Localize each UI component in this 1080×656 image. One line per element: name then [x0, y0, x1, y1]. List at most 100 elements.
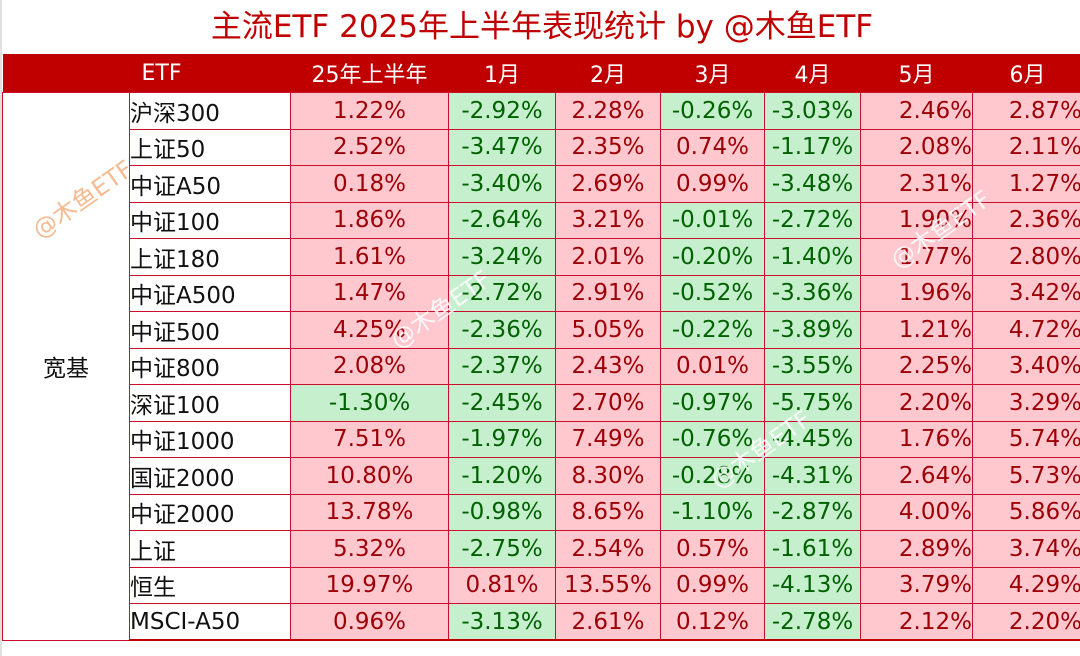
month-return-cell: 2.54%: [555, 530, 661, 568]
month-return-cell: 1.21%: [860, 311, 973, 349]
month-return-cell: -1.61%: [764, 530, 861, 568]
h1-return-cell: 10.80%: [290, 457, 449, 495]
header-feb: 2月: [555, 54, 661, 93]
month-return-cell: -1.10%: [660, 493, 765, 531]
month-return-cell: -2.45%: [448, 384, 556, 422]
table-row: 中证2000 13.78% -0.98% 8.65% -1.10% -2.87% 4.00%…: [3, 493, 1080, 531]
etf-name: 国证2000: [129, 457, 291, 495]
month-return-cell: 8.30%: [555, 457, 661, 495]
month-return-cell: -3.47%: [448, 128, 556, 166]
h1-return-cell: 13.78%: [290, 493, 449, 531]
h1-return-cell: -1.30%: [290, 384, 449, 422]
header-row: ETF 25年上半年 1月 2月 3月 4月 5月 6月: [2, 54, 1080, 93]
table-row: 中证1000 7.51% -1.97% 7.49% -0.76% -4.45% 1.76% 5…: [3, 420, 1080, 458]
month-return-cell: 2.20%: [860, 384, 973, 422]
month-return-cell: 1.77%: [860, 238, 973, 276]
month-return-cell: 2.35%: [555, 128, 661, 166]
etf-name: 恒生: [129, 566, 291, 604]
month-return-cell: -4.45%: [764, 420, 861, 458]
table-row: 中证A500 1.47% -2.72% 2.91% -0.52% -3.36% 1.96% 3…: [3, 274, 1080, 312]
month-return-cell: 2.28%: [555, 92, 661, 130]
month-return-cell: -2.37%: [448, 347, 556, 385]
month-return-cell: 2.61%: [555, 603, 661, 641]
h1-return-cell: 4.25%: [290, 311, 449, 349]
etf-name: 中证1000: [129, 420, 291, 458]
month-return-cell: -4.13%: [764, 566, 861, 604]
header-mar: 3月: [660, 54, 765, 93]
table-row: 中证500 4.25% -2.36% 5.05% -0.22% -3.89% 1.21% 4.…: [3, 311, 1080, 349]
header-jan: 1月: [448, 54, 556, 93]
table-row: 中证800 2.08% -2.37% 2.43% 0.01% -3.55% 2.25% 3.4…: [3, 347, 1080, 385]
h1-return-cell: 1.61%: [290, 238, 449, 276]
category-label: 宽基: [2, 92, 130, 641]
etf-name: 上证: [129, 530, 291, 568]
table-row: MSCI-A50 0.96% -3.13% 2.61% 0.12% -2.78% 2.12%…: [3, 603, 1080, 641]
month-return-cell: -2.75%: [448, 530, 556, 568]
h1-return-cell: 7.51%: [290, 420, 449, 458]
h1-return-cell: 2.52%: [290, 128, 449, 166]
month-return-cell: 0.74%: [660, 128, 765, 166]
table-row: 上证180 1.61% -3.24% 2.01% -0.20% -1.40% 1.77% 2.…: [3, 238, 1080, 276]
month-return-cell: 4.00%: [860, 493, 973, 531]
etf-name: MSCI-A50: [129, 603, 291, 641]
month-return-cell: 2.12%: [860, 603, 973, 641]
etf-name: 上证180: [129, 238, 291, 276]
month-return-cell: -2.92%: [448, 92, 556, 130]
month-return-cell: 2.46%: [860, 92, 973, 130]
month-return-cell: -1.40%: [764, 238, 861, 276]
month-return-cell: -3.24%: [448, 238, 556, 276]
month-return-cell: 5.74%: [972, 420, 1080, 458]
month-return-cell: 2.31%: [860, 165, 973, 203]
h1-return-cell: 5.32%: [290, 530, 449, 568]
month-return-cell: 2.64%: [860, 457, 973, 495]
month-return-cell: -0.76%: [660, 420, 765, 458]
month-return-cell: -0.20%: [660, 238, 765, 276]
etf-name: 中证800: [129, 347, 291, 385]
month-return-cell: 3.74%: [972, 530, 1080, 568]
table-row: 国证2000 10.80% -1.20% 8.30% -0.28% -4.31% 2.64%…: [3, 457, 1080, 495]
month-return-cell: 7.49%: [555, 420, 661, 458]
header-etf: ETF: [2, 54, 291, 93]
month-return-cell: 1.96%: [860, 274, 973, 312]
etf-name: 中证100: [129, 201, 291, 239]
month-return-cell: -2.72%: [764, 201, 861, 239]
month-return-cell: -0.22%: [660, 311, 765, 349]
month-return-cell: 0.57%: [660, 530, 765, 568]
h1-return-cell: 0.96%: [290, 603, 449, 641]
etf-name: 中证A500: [129, 274, 291, 312]
month-return-cell: -3.03%: [764, 92, 861, 130]
month-return-cell: -4.31%: [764, 457, 861, 495]
month-return-cell: -3.13%: [448, 603, 556, 641]
month-return-cell: 2.25%: [860, 347, 973, 385]
month-return-cell: 2.20%: [972, 603, 1080, 641]
month-return-cell: -0.52%: [660, 274, 765, 312]
month-return-cell: 0.81%: [448, 566, 556, 604]
h1-return-cell: 0.18%: [290, 165, 449, 203]
month-return-cell: -0.28%: [660, 457, 765, 495]
month-return-cell: 1.27%: [972, 165, 1080, 203]
table-row: 中证A50 0.18% -3.40% 2.69% 0.99% -3.48% 2.31% 1.2…: [3, 165, 1080, 203]
month-return-cell: 2.80%: [972, 238, 1080, 276]
header-may: 5月: [860, 54, 973, 93]
month-return-cell: 3.29%: [972, 384, 1080, 422]
month-return-cell: 2.87%: [972, 92, 1080, 130]
month-return-cell: -0.01%: [660, 201, 765, 239]
month-return-cell: 2.69%: [555, 165, 661, 203]
month-return-cell: -1.17%: [764, 128, 861, 166]
table-row: 宽基 沪深300 1.22% -2.92% 2.28% -0.26% -3.03% 2.46%…: [2, 92, 1080, 641]
h1-return-cell: 1.22%: [290, 92, 449, 130]
month-return-cell: -0.26%: [660, 92, 765, 130]
table-row: 上证50 2.52% -3.47% 2.35% 0.74% -1.17% 2.08% 2.11…: [3, 128, 1080, 166]
month-return-cell: 2.43%: [555, 347, 661, 385]
month-return-cell: 4.72%: [972, 311, 1080, 349]
table-row: 中证100 1.86% -2.64% 3.21% -0.01% -2.72% 1.90% 2.…: [3, 201, 1080, 239]
etf-performance-table: ETF 25年上半年 1月 2月 3月 4月 5月 6月 宽基 沪深300 1.22…: [2, 54, 1080, 641]
month-return-cell: -2.78%: [764, 603, 861, 641]
month-return-cell: 0.99%: [660, 165, 765, 203]
month-return-cell: -2.36%: [448, 311, 556, 349]
table-row: 恒生 19.97% 0.81% 13.55% 0.99% -4.13% 3.79% 4.29%: [3, 566, 1080, 604]
month-return-cell: 4.29%: [972, 566, 1080, 604]
month-return-cell: -3.48%: [764, 165, 861, 203]
table-row: 上证 5.32% -2.75% 2.54% 0.57% -1.61% 2.89% 3.74%: [3, 530, 1080, 568]
